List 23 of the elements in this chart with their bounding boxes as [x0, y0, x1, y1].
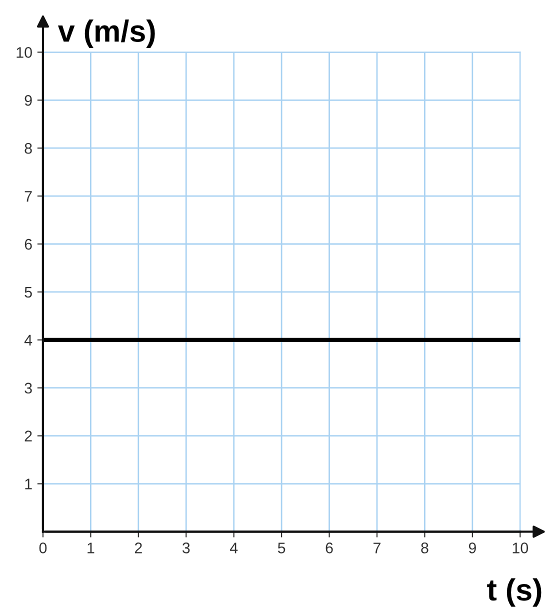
x-tick-label: 8: [421, 542, 428, 554]
y-tick-label: 6: [24, 238, 32, 250]
y-tick-label: 4: [24, 334, 32, 346]
y-tick-label: 8: [24, 142, 32, 154]
x-tick-label: 10: [512, 542, 528, 554]
y-axis-title: v (m/s): [58, 20, 155, 48]
y-tick-label: 3: [24, 382, 32, 394]
y-tick-label: 9: [24, 95, 32, 106]
x-tick-label: 7: [374, 542, 380, 554]
x-tick-label: 5: [278, 542, 286, 554]
x-tick-label: 9: [468, 542, 476, 554]
x-tick-label: 3: [182, 542, 190, 554]
y-tick-label: 10: [16, 47, 32, 58]
y-tick-label: 2: [24, 430, 32, 442]
x-tick-label: 2: [134, 542, 142, 554]
y-tick-label: 5: [24, 286, 32, 298]
x-tick-label: 4: [230, 542, 238, 554]
x-tick-label: 0: [39, 542, 47, 554]
x-tick-label: 1: [88, 542, 94, 554]
x-axis-title: t (s): [487, 578, 542, 607]
x-tick-label: 6: [326, 542, 333, 554]
y-tick-label: 7: [24, 191, 32, 202]
y-tick-label: 1: [25, 478, 32, 490]
